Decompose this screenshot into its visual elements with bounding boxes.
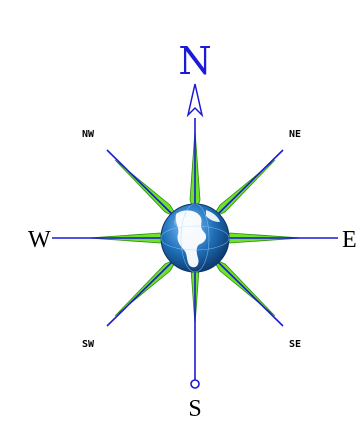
- east-label: E: [342, 227, 357, 253]
- needle-lines: [52, 118, 338, 380]
- north-label: N: [178, 39, 212, 83]
- southwest-label: SW: [82, 339, 95, 350]
- needle-southeast: [217, 261, 284, 327]
- needle-southwest: [106, 261, 173, 327]
- south-marker-icon: [190, 379, 200, 389]
- south-label: S: [188, 396, 202, 422]
- northeast-label: NE: [289, 129, 302, 140]
- north-arrow-icon: [186, 83, 204, 118]
- northwest-label: NW: [82, 129, 95, 140]
- southeast-label: SE: [289, 339, 302, 350]
- needle-northeast: [217, 149, 284, 215]
- west-label: W: [28, 227, 51, 253]
- needle-northwest: [106, 149, 173, 215]
- globe-icon: [160, 203, 230, 273]
